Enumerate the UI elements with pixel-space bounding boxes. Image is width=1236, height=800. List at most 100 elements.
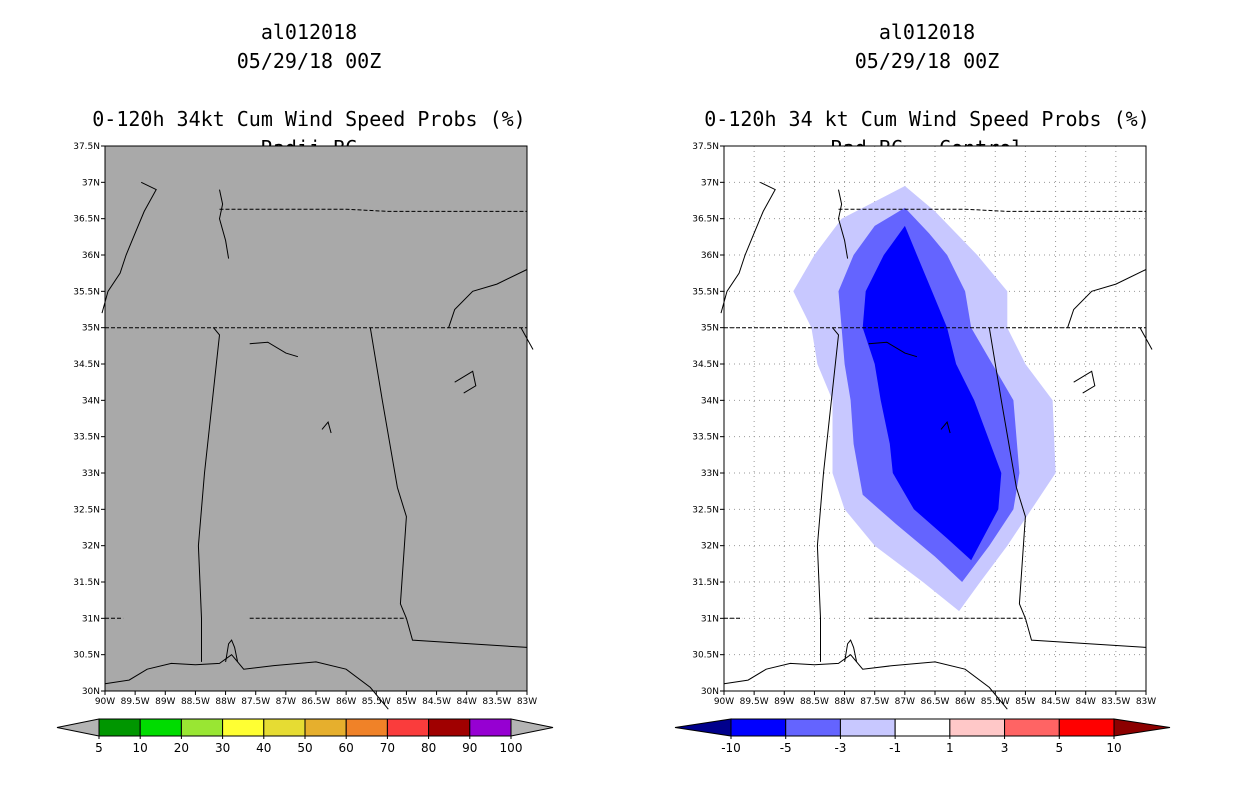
lon-label: 83W (517, 697, 537, 707)
colorbar-swatch (469, 718, 512, 737)
geo-al-east (369, 327, 407, 619)
lon-label: 84.5W (422, 697, 451, 707)
lat-label: 37N (701, 178, 719, 188)
lat-label: 36N (82, 251, 100, 261)
geo-mobile-bay (225, 639, 239, 663)
geo-al-east (988, 327, 1026, 619)
left-product: 0-120h 34kt Cum Wind Speed Probs (%) (92, 107, 526, 131)
colorbar-swatch (98, 718, 141, 737)
geo-coast (723, 654, 1008, 710)
lon-label: 85W (1015, 697, 1035, 707)
lat-label: 34N (82, 396, 100, 406)
geo-lake-small (321, 421, 332, 434)
colorbar-label: -10 (721, 741, 741, 755)
lat-label: 33N (701, 469, 719, 479)
colorbar-right-arrow (510, 718, 554, 737)
lat-label: 31N (701, 614, 719, 624)
lat-label: 32.5N (692, 505, 719, 515)
geo-tn-river-lake (868, 341, 918, 358)
geo-al-west (197, 327, 221, 662)
lat-label: 36.5N (692, 215, 719, 225)
lon-label: 89.5W (740, 697, 769, 707)
lat-label: 30N (701, 687, 719, 697)
colorbar-swatch (894, 718, 951, 737)
lat-label: 35.5N (692, 287, 719, 297)
lon-label: 86.5W (302, 697, 331, 707)
colorbar-label: 60 (339, 741, 354, 755)
lon-label: 84W (457, 697, 477, 707)
left-map-background (105, 146, 527, 691)
colorbar-label: 80 (421, 741, 436, 755)
geo-al-west (816, 327, 840, 662)
lon-label: 83.5W (1101, 697, 1130, 707)
colorbar-label: 40 (256, 741, 271, 755)
lon-label: 83.5W (482, 697, 511, 707)
lon-label: 90W (95, 697, 115, 707)
colorbar-label: -1 (889, 741, 901, 755)
lat-label: 35.5N (73, 287, 100, 297)
colorbar-label: 50 (297, 741, 312, 755)
colorbar-swatch (222, 718, 265, 737)
lat-label: 32.5N (73, 505, 100, 515)
colorbar-left-arrow (674, 718, 732, 737)
geo-nc-line (1067, 269, 1147, 328)
lon-label: 85.5W (981, 697, 1010, 707)
lon-label: 86W (955, 697, 975, 707)
lon-label: 88W (834, 697, 854, 707)
lon-label: 88.5W (181, 697, 210, 707)
right-map-panel: 37.5N 37N 36.5N 36N 35.5N 35N 34.5N 34N 33.5N 33N… (692, 142, 1156, 710)
colorbar-swatch (139, 718, 182, 737)
colorbar-label: -5 (780, 741, 792, 755)
geo-lake-small (940, 421, 951, 434)
colorbar-label: 100 (500, 741, 523, 755)
lat-label: 37.5N (73, 142, 100, 152)
colorbar-swatch (730, 718, 787, 737)
left-datetime: 05/29/18 00Z (236, 49, 382, 73)
lat-label: 32N (82, 542, 100, 552)
lon-label: 86.5W (921, 697, 950, 707)
geo-mobile-bay (844, 639, 858, 663)
lon-label: 90W (714, 697, 734, 707)
lat-label: 30.5N (692, 651, 719, 661)
left-colorbar: 5 10 20 30 40 50 60 70 80 90 100 (56, 718, 554, 755)
lon-label: 84W (1076, 697, 1096, 707)
right-product: 0-120h 34 kt Cum Wind Speed Probs (%) (704, 107, 1150, 131)
lon-label: 89.5W (121, 697, 150, 707)
lon-label: 89W (155, 697, 175, 707)
lon-label: 88W (215, 697, 235, 707)
lat-label: 35N (82, 324, 100, 334)
geo-nc-line (448, 269, 528, 328)
colorbar-swatch (785, 718, 841, 737)
lon-label: 85W (396, 697, 416, 707)
right-datetime: 05/29/18 00Z (854, 49, 1000, 73)
colorbar-swatch (304, 718, 347, 737)
geo-ms-river (720, 181, 776, 314)
colorbar-label: 5 (1055, 741, 1063, 755)
left-map-panel: 37.5N 37N 36.5N 36N 35.5N 35N 34.5N 34N 33.5N 33N… (73, 142, 537, 710)
colorbar-swatch (428, 718, 471, 737)
lon-label: 83W (1136, 697, 1156, 707)
colorbar-label: 10 (133, 741, 148, 755)
lat-label: 34.5N (73, 360, 100, 370)
lon-label: 84.5W (1041, 697, 1070, 707)
colorbar-swatch (263, 718, 306, 737)
colorbar-swatch (949, 718, 1006, 737)
colorbar-label: 10 (1106, 741, 1121, 755)
colorbar-label: 1 (946, 741, 954, 755)
lat-label: 31.5N (692, 578, 719, 588)
colorbar-label: 20 (174, 741, 189, 755)
colorbar-swatch (345, 718, 388, 737)
geo-ky-lake (218, 189, 230, 259)
lon-label: 87W (895, 697, 915, 707)
lon-label: 85.5W (362, 697, 391, 707)
colorbar-right-arrow (1113, 718, 1171, 737)
geo-ky-tn-line (838, 208, 1146, 212)
colorbar-label: -3 (834, 741, 846, 755)
colorbar-label: 70 (380, 741, 395, 755)
lat-label: 30N (82, 687, 100, 697)
lon-label: 87.5W (241, 697, 270, 707)
lon-label: 86W (336, 697, 356, 707)
colorbar-swatch (839, 718, 896, 737)
lat-label: 30.5N (73, 651, 100, 661)
